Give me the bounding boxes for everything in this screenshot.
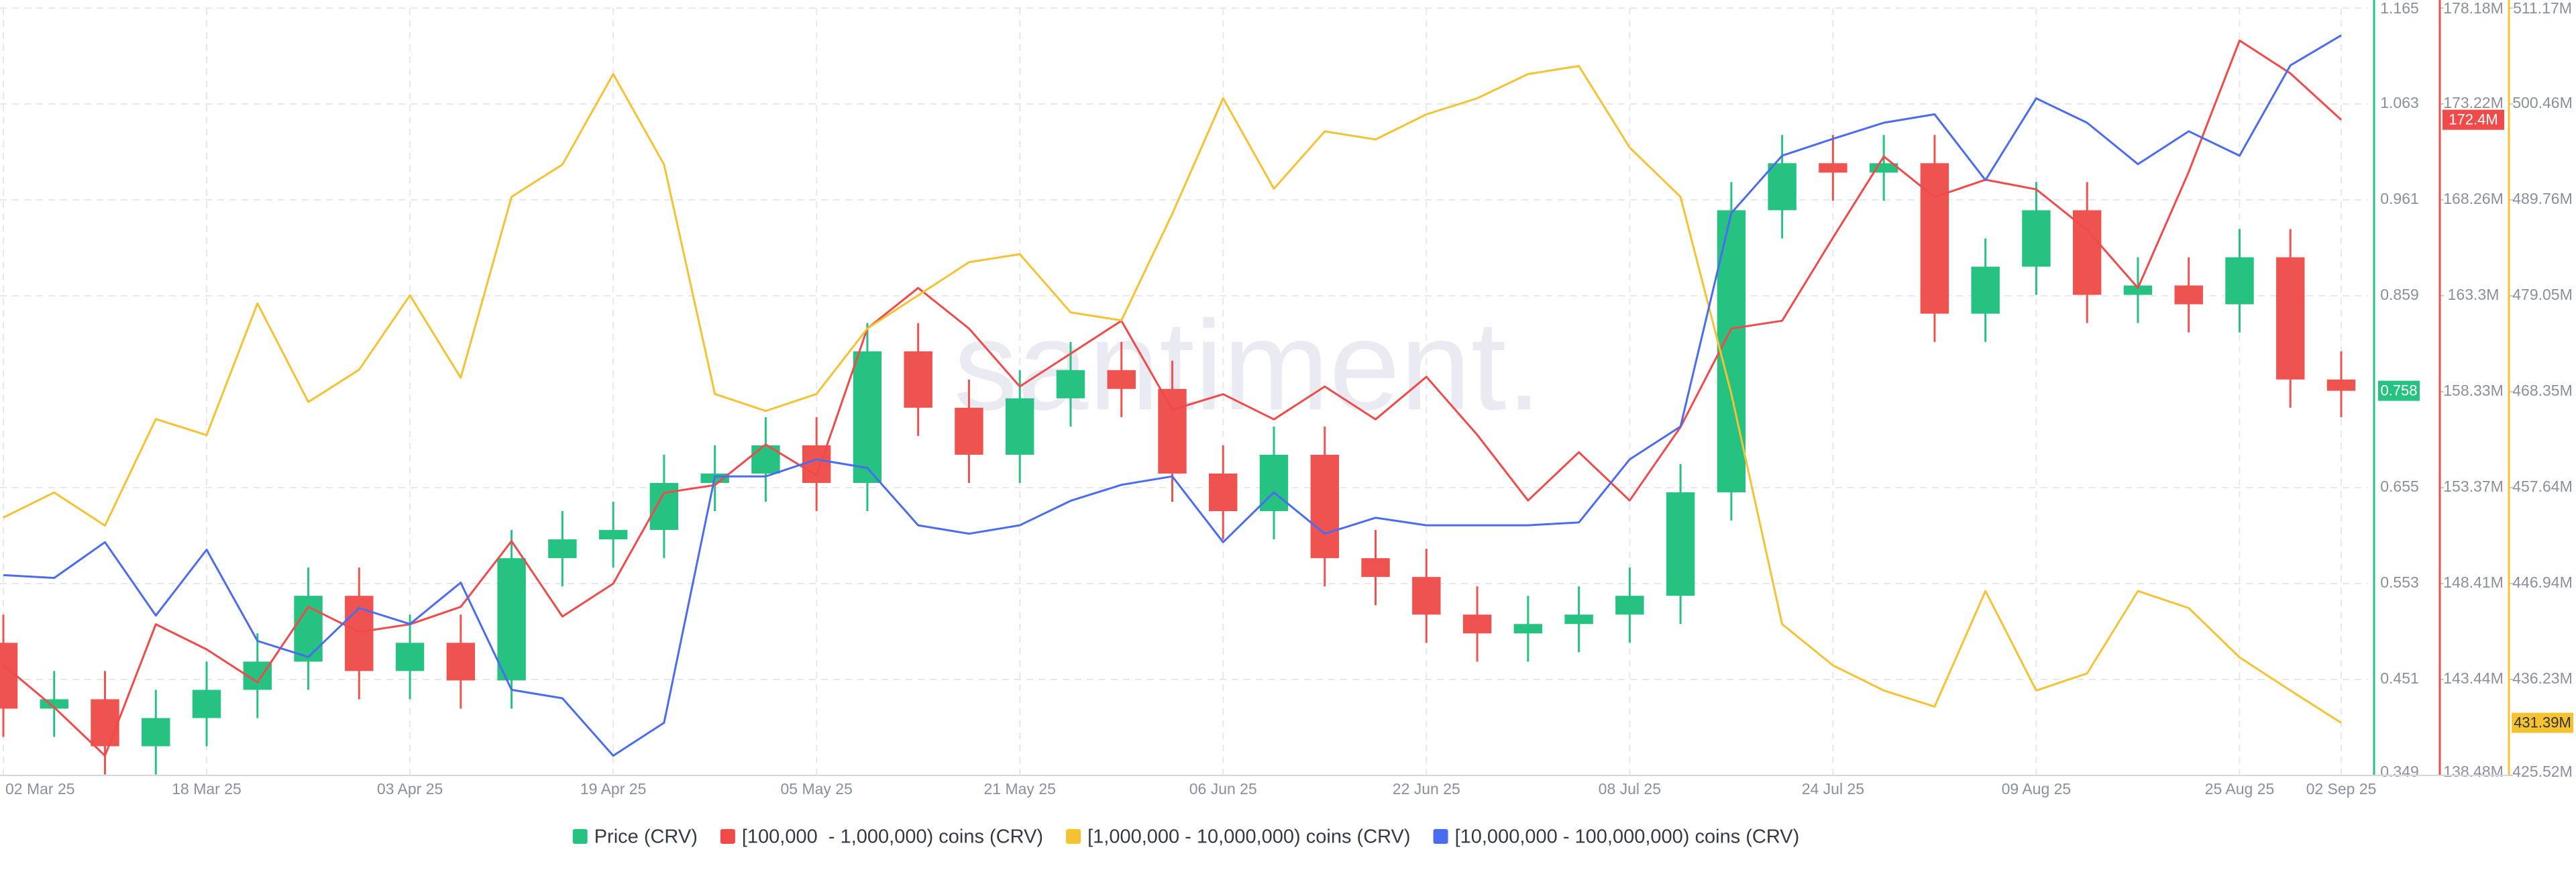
y-tick-label: 173.22M — [2443, 94, 2504, 111]
candle-body — [446, 643, 476, 681]
candle-body — [802, 445, 831, 483]
y-tick-label: 468.35M — [2512, 382, 2573, 399]
y-tick-label: 479.05M — [2512, 286, 2573, 303]
candle-body — [192, 690, 221, 718]
y-tick-label: 425.52M — [2512, 763, 2573, 780]
y-tick-label: 158.33M — [2443, 382, 2504, 399]
candle-body — [1209, 473, 1238, 512]
line-series — [3, 64, 2342, 724]
y-tick-label: 0.859 — [2380, 286, 2419, 303]
last-value-tag — [2378, 380, 2420, 401]
candle-body — [649, 482, 679, 531]
y-tick-label: 0.655 — [2380, 478, 2419, 495]
y-tick-label: 0.451 — [2380, 669, 2419, 687]
candle-body — [955, 407, 983, 455]
candle-body — [904, 351, 932, 408]
y-tick-label: 138.48M — [2443, 763, 2504, 780]
legend-swatch — [1433, 829, 1448, 844]
y-tick-label: 143.44M — [2443, 669, 2504, 687]
candle-body — [1768, 163, 1796, 211]
y-tick-label: 511.17M — [2513, 0, 2572, 17]
x-tick-label: 02 Sep 25 — [2306, 780, 2377, 798]
candle-body — [497, 558, 526, 681]
y-tick-label: 0.349 — [2380, 763, 2419, 780]
y-tick-label: 457.64M — [2512, 478, 2573, 495]
candle-body — [1006, 398, 1034, 455]
candle-body — [548, 539, 577, 559]
x-tick-label: 18 Mar 25 — [172, 780, 241, 798]
line-series — [3, 34, 2342, 757]
candle-body — [1158, 388, 1187, 474]
candle-body — [1412, 577, 1441, 615]
candle-body — [1971, 266, 2000, 314]
line-series — [3, 39, 2343, 757]
candle-body — [2174, 285, 2203, 305]
legend-label: [100,000 - 1,000,000) coins (CRV) — [742, 826, 1043, 848]
y-tick-label: 0.553 — [2380, 574, 2419, 591]
legend-swatch — [720, 829, 735, 844]
candle-body — [2022, 210, 2051, 267]
last-value-tag — [2443, 109, 2504, 130]
legend-label: Price (CRV) — [594, 826, 698, 848]
candle-body — [853, 351, 882, 483]
legend-label: [1,000,000 - 10,000,000) coins (CRV) — [1087, 826, 1410, 848]
candle-body — [2326, 379, 2356, 391]
x-tick-label: 25 Aug 25 — [2205, 780, 2275, 798]
x-tick-label: 22 Jun 25 — [1393, 780, 1460, 798]
y-tick-label: 489.76M — [2512, 190, 2573, 207]
x-tick-label: 06 Jun 25 — [1189, 780, 1257, 798]
y-tick-label: 436.23M — [2512, 669, 2573, 687]
candle-body — [1819, 163, 1847, 173]
legend: Price (CRV) [100,000 - 1,000,000) coins (… — [572, 826, 1800, 848]
candle-body — [1107, 370, 1136, 389]
candle-body — [2276, 257, 2305, 380]
candle-body — [0, 643, 18, 709]
y-tick-label: 1.165 — [2380, 0, 2419, 17]
candle-body — [2225, 257, 2254, 305]
y-tick-label: 168.26M — [2443, 190, 2504, 207]
x-tick-label: 19 Apr 25 — [580, 780, 646, 798]
y-tick-label: 163.3M — [2448, 286, 2500, 303]
last-value-label: 172.4M — [2449, 111, 2498, 127]
candle-body — [395, 643, 425, 671]
candle-body — [2123, 285, 2153, 295]
x-tick-label: 24 Jul 25 — [1802, 780, 1864, 798]
last-value-label: 431.39M — [2514, 714, 2571, 730]
candle-body — [294, 596, 323, 662]
candle-body — [1513, 624, 1543, 634]
legend-label: [10,000,000 - 100,000,000) coins (CRV) — [1455, 826, 1800, 848]
x-tick-label: 08 Jul 25 — [1599, 780, 1661, 798]
y-tick-label: 148.41M — [2443, 574, 2504, 591]
last-value-tag — [2512, 712, 2573, 733]
last-value-label: 0.758 — [2380, 382, 2417, 398]
y-tick-label: 500.46M — [2512, 94, 2573, 111]
candle-body — [142, 718, 170, 747]
x-tick-label: 03 Apr 25 — [377, 780, 443, 798]
candle-body — [1869, 163, 1898, 173]
candle-body — [91, 699, 119, 747]
y-tick-label: 178.18M — [2443, 0, 2504, 17]
candle-body — [1920, 163, 1949, 314]
candle-body — [1056, 370, 1085, 398]
candle-body — [1361, 558, 1390, 578]
y-tick-label: 0.961 — [2380, 190, 2419, 207]
candle-body — [1310, 454, 1339, 559]
candle-body — [2072, 210, 2102, 295]
candle-body — [1564, 614, 1593, 624]
watermark: santiment. — [954, 294, 1542, 437]
y-tick-label: 153.37M — [2443, 478, 2504, 495]
candle-body — [1462, 614, 1492, 634]
x-tick-label: 09 Aug 25 — [2002, 780, 2072, 798]
candle-body — [1666, 492, 1695, 596]
x-tick-label: 05 May 25 — [780, 780, 852, 798]
x-tick-label: 02 Mar 25 — [5, 780, 75, 798]
candle-body — [598, 530, 628, 540]
legend-swatch — [572, 829, 588, 844]
y-tick-label: 446.94M — [2512, 574, 2573, 591]
legend-swatch — [1066, 829, 1081, 844]
candle-body — [1615, 596, 1644, 615]
x-tick-label: 21 May 25 — [984, 780, 1056, 798]
y-tick-label: 1.063 — [2380, 94, 2419, 111]
